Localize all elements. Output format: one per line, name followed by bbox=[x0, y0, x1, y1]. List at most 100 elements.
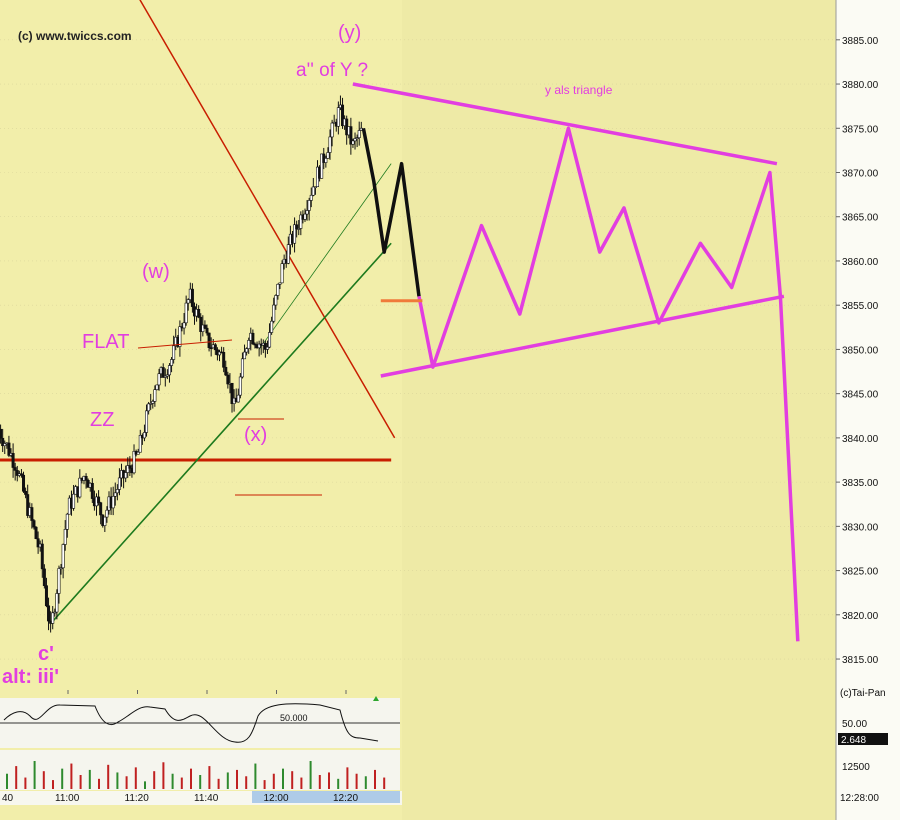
candle-body bbox=[165, 374, 169, 377]
volume-bar bbox=[116, 772, 119, 789]
candle-body bbox=[55, 593, 59, 613]
candle-body bbox=[161, 367, 165, 378]
y-tick-label: 3875.00 bbox=[842, 124, 879, 135]
oscillator-level-label: 50.000 bbox=[280, 713, 308, 723]
candle-body bbox=[149, 403, 153, 405]
candle-body bbox=[72, 493, 76, 509]
y-tick-label: 3815.00 bbox=[842, 655, 879, 666]
candle-body bbox=[272, 304, 276, 322]
red-downtrend-line bbox=[139, 0, 396, 439]
candle-body bbox=[240, 358, 244, 378]
candle-body bbox=[276, 283, 280, 296]
y-tick-label: 3870.00 bbox=[842, 169, 879, 180]
y-tick-label: 3820.00 bbox=[842, 611, 879, 622]
watermark: (c) www.twiccs.com bbox=[18, 29, 132, 43]
y-tick-label: 3840.00 bbox=[842, 434, 879, 445]
volume-bar bbox=[79, 775, 82, 789]
volume-bar bbox=[300, 777, 303, 789]
candle-body bbox=[26, 494, 30, 516]
candle-body bbox=[236, 394, 240, 403]
candle-body bbox=[115, 489, 119, 494]
label-flat: FLAT bbox=[82, 331, 129, 353]
candle-body bbox=[61, 544, 65, 569]
candle-body bbox=[3, 443, 7, 447]
candle-body bbox=[65, 513, 69, 530]
candle-body bbox=[313, 186, 317, 189]
x-tick-label: 11:20 bbox=[125, 793, 150, 804]
candle-body bbox=[84, 476, 88, 481]
candle-body bbox=[132, 451, 136, 474]
candle-body bbox=[190, 288, 194, 307]
candle-body bbox=[111, 495, 115, 509]
volume-bar bbox=[346, 767, 349, 789]
price-grid bbox=[0, 39, 836, 660]
candle-body bbox=[226, 374, 230, 385]
candle-body bbox=[30, 507, 34, 521]
volume-bar bbox=[33, 761, 36, 789]
candle-body bbox=[24, 491, 28, 495]
candle-body bbox=[320, 153, 324, 179]
x-tick-label: 11:00 bbox=[55, 793, 80, 804]
oscillator-axis-top: 50.00 bbox=[842, 719, 867, 730]
candle-body bbox=[97, 496, 101, 503]
candle-body bbox=[268, 332, 272, 348]
candle-body bbox=[265, 346, 269, 350]
volume-bar bbox=[125, 776, 128, 789]
candle-body bbox=[151, 401, 155, 404]
volume-bar bbox=[52, 780, 54, 789]
volume-bar bbox=[70, 763, 73, 789]
label-triangle: y als triangle bbox=[545, 83, 613, 97]
candle-body bbox=[330, 122, 334, 138]
volume-bar bbox=[355, 773, 358, 789]
candle-body bbox=[326, 152, 330, 159]
volume-bar bbox=[272, 773, 275, 789]
volume-bar bbox=[291, 771, 294, 789]
candle-body bbox=[57, 568, 61, 594]
x-tick-label: 11:40 bbox=[194, 793, 219, 804]
candle-body bbox=[213, 344, 217, 351]
candle-body bbox=[170, 359, 174, 366]
candle-body bbox=[349, 126, 353, 145]
candle-body bbox=[355, 137, 359, 139]
candle-body bbox=[251, 332, 255, 345]
candle-body bbox=[53, 611, 57, 614]
candle-body bbox=[238, 376, 242, 396]
y-tick-label: 3825.00 bbox=[842, 567, 879, 578]
candle-body bbox=[142, 432, 146, 439]
candle-body bbox=[270, 320, 274, 333]
volume-bar bbox=[134, 767, 137, 789]
candle-body bbox=[59, 567, 63, 570]
green-trendline-secondary bbox=[258, 163, 392, 350]
candle-body bbox=[126, 465, 130, 473]
volume-bar bbox=[24, 777, 27, 789]
candle-body bbox=[136, 451, 140, 455]
candle-body bbox=[163, 375, 167, 378]
wave-projections bbox=[352, 82, 800, 642]
candle-body bbox=[157, 373, 161, 386]
volume-bar bbox=[226, 772, 229, 789]
candle-body bbox=[353, 138, 357, 142]
candle-body bbox=[341, 104, 345, 127]
candle-body bbox=[47, 605, 51, 622]
label-y-wave: (y) bbox=[338, 22, 361, 44]
price-axis-labels: 3815.00 3820.00 3825.00 3830.00 3835.00 3840.… bbox=[836, 36, 879, 666]
volume-bar bbox=[6, 773, 8, 789]
candle-body bbox=[278, 282, 282, 285]
candle-body bbox=[40, 543, 44, 570]
projection-black-path bbox=[361, 127, 421, 297]
volume-bar bbox=[88, 769, 91, 789]
candle-body bbox=[305, 210, 309, 215]
volume-bar bbox=[42, 771, 45, 789]
candle-body bbox=[155, 384, 159, 390]
volume-bar bbox=[171, 773, 174, 789]
volume-bar bbox=[180, 777, 183, 789]
candle-body bbox=[113, 492, 117, 497]
candle-body bbox=[253, 343, 257, 346]
oscillator-axis-value: 2.648 bbox=[841, 735, 866, 746]
volume-bar bbox=[236, 769, 238, 789]
credit: (c)Tai-Pan bbox=[840, 688, 886, 699]
projection-magenta-path bbox=[417, 126, 800, 642]
volume-bar bbox=[263, 780, 266, 789]
y-tick-label: 3865.00 bbox=[842, 213, 879, 224]
